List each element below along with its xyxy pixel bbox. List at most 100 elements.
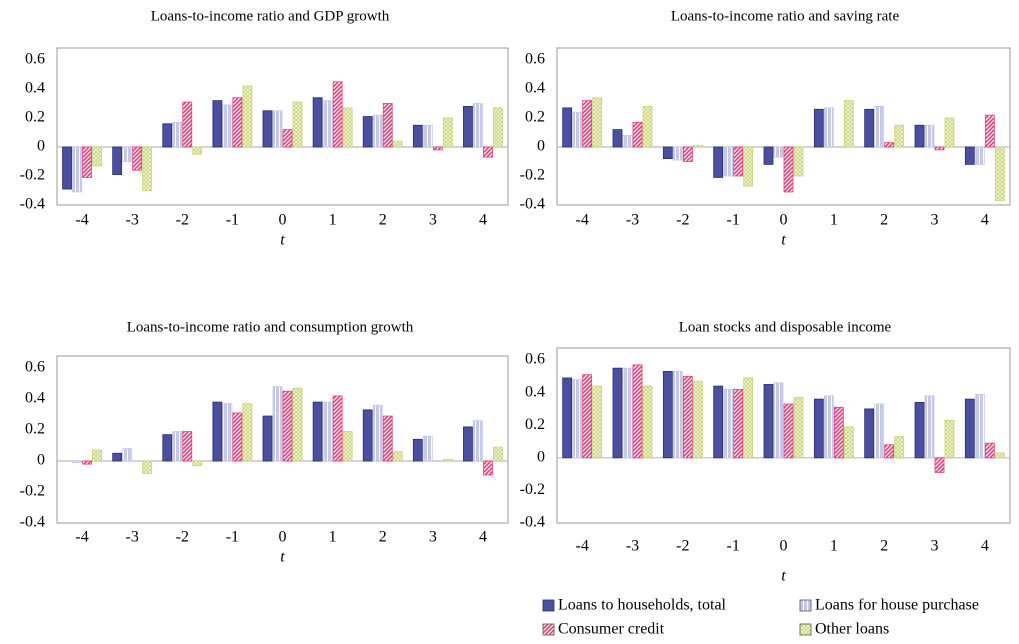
bar bbox=[242, 85, 253, 148]
y-tick-label: 0 bbox=[37, 138, 45, 155]
bar bbox=[82, 460, 92, 465]
bar bbox=[763, 384, 774, 459]
bar bbox=[632, 364, 643, 459]
bar bbox=[713, 385, 724, 459]
bar bbox=[662, 146, 673, 159]
x-tick-label: 3 bbox=[931, 212, 939, 229]
x-tick-label: 2 bbox=[880, 212, 888, 229]
bar bbox=[473, 103, 483, 148]
bar bbox=[322, 401, 333, 462]
bar bbox=[483, 146, 493, 158]
bar bbox=[864, 108, 875, 148]
bar bbox=[362, 116, 373, 148]
y-tick-label: 0.2 bbox=[525, 109, 545, 126]
x-tick-label: 1 bbox=[329, 529, 337, 546]
bar bbox=[763, 146, 774, 165]
bar bbox=[672, 371, 683, 459]
x-axis-label: t bbox=[280, 232, 285, 249]
chart-title: Loans-to-income ratio and saving rate bbox=[671, 8, 900, 24]
x-tick-label: 3 bbox=[429, 212, 437, 229]
legend-swatch bbox=[542, 623, 555, 636]
bar bbox=[392, 140, 403, 148]
bar bbox=[994, 146, 1005, 202]
bar bbox=[342, 431, 353, 462]
x-tick-label: 0 bbox=[279, 529, 287, 546]
legend-swatch bbox=[799, 599, 812, 612]
bar bbox=[362, 409, 373, 462]
bar bbox=[182, 431, 193, 462]
plot-frame bbox=[556, 47, 1011, 206]
x-tick-label: 4 bbox=[981, 538, 989, 555]
bar bbox=[642, 385, 653, 459]
x-tick-label: -4 bbox=[576, 538, 589, 555]
bar bbox=[562, 377, 573, 459]
y-tick-label: -0.4 bbox=[520, 196, 545, 213]
bar bbox=[723, 388, 734, 459]
bar bbox=[342, 107, 353, 148]
y-tick-label: 0 bbox=[537, 448, 545, 465]
x-tick-label: 3 bbox=[931, 538, 939, 555]
x-tick-label: -3 bbox=[626, 538, 639, 555]
bar bbox=[292, 101, 303, 148]
x-tick-label: 1 bbox=[830, 212, 838, 229]
bar bbox=[773, 146, 784, 158]
bar bbox=[924, 124, 935, 148]
bar bbox=[723, 146, 734, 177]
bar bbox=[422, 435, 433, 462]
x-tick-label: 3 bbox=[429, 529, 437, 546]
bar bbox=[944, 117, 955, 148]
y-tick-label: 0.4 bbox=[25, 390, 45, 407]
bar bbox=[392, 451, 403, 462]
plot-frame bbox=[56, 355, 509, 524]
x-tick-label: -1 bbox=[727, 212, 740, 229]
x-tick-label: -4 bbox=[75, 529, 88, 546]
bar bbox=[262, 415, 273, 462]
bar bbox=[172, 121, 183, 148]
bar bbox=[733, 388, 744, 459]
y-tick-label: 0.4 bbox=[525, 383, 545, 400]
bar bbox=[262, 110, 273, 148]
bar bbox=[322, 100, 333, 148]
bar bbox=[122, 448, 133, 462]
bar bbox=[92, 146, 102, 167]
x-tick-label: -1 bbox=[226, 529, 239, 546]
bar bbox=[382, 103, 393, 148]
y-tick-label: 0.2 bbox=[25, 109, 45, 126]
bar bbox=[92, 449, 102, 462]
bar bbox=[783, 403, 794, 459]
bar bbox=[833, 406, 844, 459]
bar bbox=[964, 146, 975, 165]
x-tick-label: -1 bbox=[727, 538, 740, 555]
x-tick-label: 2 bbox=[880, 538, 888, 555]
bar bbox=[272, 386, 283, 462]
bar bbox=[312, 97, 323, 148]
bar bbox=[914, 124, 925, 148]
y-tick-label: -0.4 bbox=[20, 196, 45, 213]
x-tick-label: 4 bbox=[981, 212, 989, 229]
bar bbox=[172, 431, 183, 462]
bar bbox=[162, 434, 173, 462]
x-tick-label: -2 bbox=[676, 212, 689, 229]
bar bbox=[692, 380, 703, 459]
bar bbox=[984, 442, 995, 459]
bar bbox=[222, 403, 233, 462]
bar bbox=[212, 100, 223, 148]
bar bbox=[142, 460, 153, 474]
bar bbox=[662, 371, 673, 459]
bar bbox=[733, 146, 744, 177]
bar bbox=[112, 146, 123, 175]
y-tick-label: -0.2 bbox=[20, 167, 45, 184]
bar bbox=[894, 436, 905, 459]
bar bbox=[332, 395, 343, 462]
bar bbox=[924, 395, 935, 459]
y-tick-label: 0 bbox=[37, 452, 45, 469]
chart-title: Loans-to-income ratio and consumption gr… bbox=[127, 319, 414, 335]
x-tick-label: -3 bbox=[626, 212, 639, 229]
bar bbox=[823, 395, 834, 459]
legend-label: Other loans bbox=[815, 621, 889, 638]
bar bbox=[692, 145, 703, 148]
x-tick-label: -3 bbox=[126, 529, 139, 546]
bar bbox=[483, 460, 493, 476]
bar bbox=[944, 419, 955, 459]
